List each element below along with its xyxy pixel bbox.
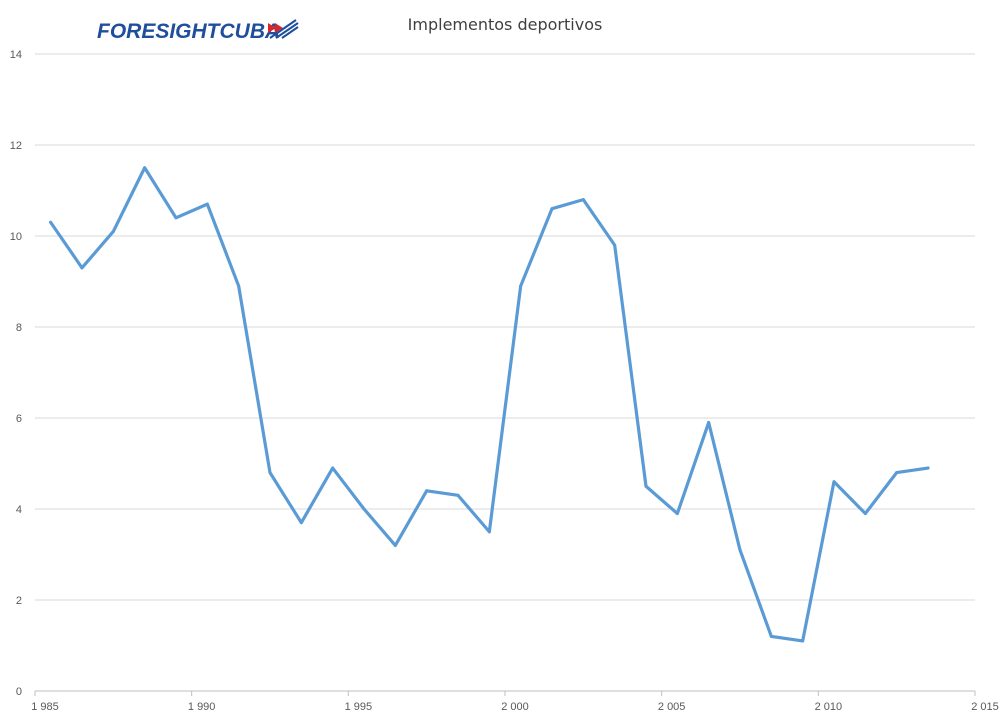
gridlines (35, 53, 975, 601)
data-point (299, 521, 303, 525)
chart-title: Implementos deportivos (408, 15, 603, 34)
data-point (550, 207, 554, 211)
data-point (49, 220, 53, 224)
y-tick-label: 2 (16, 595, 22, 607)
x-tick-label: 1 985 (31, 701, 59, 713)
x-tick-label: 2 000 (501, 701, 529, 713)
y-tick-label: 8 (16, 322, 22, 334)
data-point (832, 480, 836, 484)
data-point (895, 471, 899, 475)
foresightcuba-logo: FORESIGHTCUBA (97, 19, 299, 43)
data-point (487, 530, 491, 534)
data-point (456, 493, 460, 497)
data-point (331, 466, 335, 470)
x-tick-label: 2 015 (971, 701, 999, 713)
y-tick-label: 6 (16, 413, 22, 425)
data-point (237, 284, 241, 288)
x-axis-ticks: 1 985 1 990 1 995 2 000 2 005 2 010 2 015 (31, 691, 999, 713)
data-point (80, 266, 84, 270)
y-tick-label: 10 (10, 231, 22, 243)
y-tick-label: 4 (16, 504, 22, 516)
data-point (769, 634, 773, 638)
series-line (49, 166, 930, 643)
data-point (268, 471, 272, 475)
logo-text: FORESIGHTCUBA (97, 20, 280, 43)
data-point (707, 421, 711, 425)
data-point (111, 229, 115, 233)
data-point (644, 484, 648, 488)
y-tick-label: 12 (10, 140, 22, 152)
y-axis-ticks: 0 2 4 6 8 10 12 14 (10, 49, 22, 698)
x-tick-label: 2 005 (658, 701, 686, 713)
series-group (49, 166, 930, 643)
data-point (205, 202, 209, 206)
x-tick-label: 1 995 (345, 701, 373, 713)
data-point (393, 543, 397, 547)
logo-arrows-icon (268, 19, 299, 39)
data-point (519, 284, 523, 288)
data-point (174, 216, 178, 220)
y-tick-label: 0 (16, 686, 22, 698)
data-point (425, 489, 429, 493)
data-point (675, 512, 679, 516)
data-point (581, 198, 585, 202)
data-point (863, 512, 867, 516)
data-point (613, 243, 617, 247)
x-tick-label: 2 010 (815, 701, 843, 713)
x-tick-label: 1 990 (188, 701, 216, 713)
data-point (738, 548, 742, 552)
data-point (362, 507, 366, 511)
data-point (143, 166, 147, 170)
data-point (926, 466, 930, 470)
data-point (801, 639, 805, 643)
y-tick-label: 14 (10, 49, 22, 61)
